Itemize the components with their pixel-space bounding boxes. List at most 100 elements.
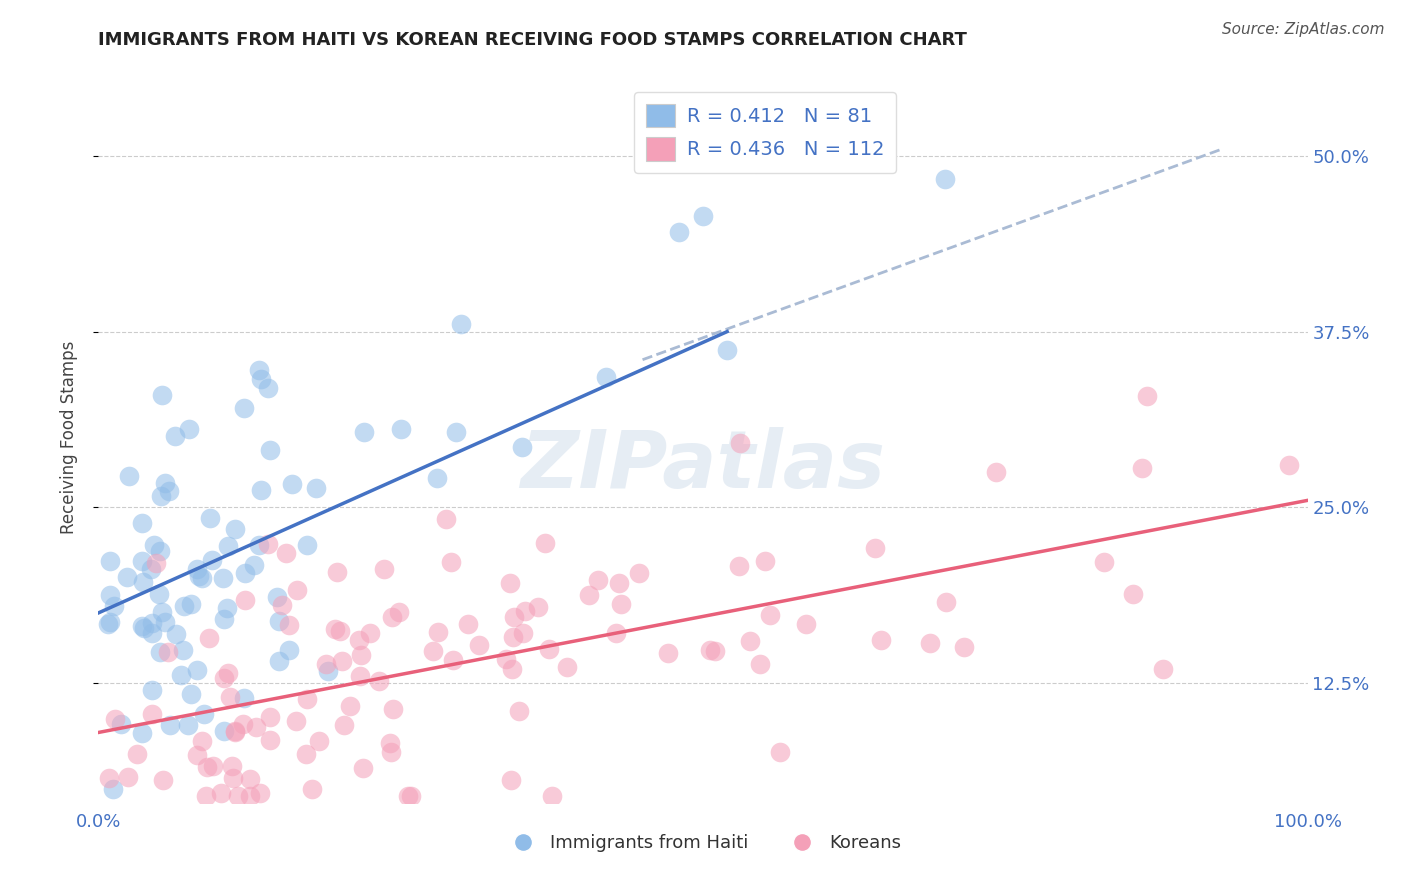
Point: [1130, 461, 1153, 475]
Point: [98, 615, 121, 630]
Point: [149, 645, 172, 659]
Point: [233, 593, 256, 607]
Point: [952, 640, 974, 655]
Point: [555, 660, 578, 674]
Point: [703, 644, 725, 658]
Point: [501, 662, 523, 676]
Point: [180, 687, 202, 701]
Point: [1092, 555, 1115, 569]
Point: [191, 734, 214, 748]
Point: [194, 789, 217, 803]
Point: [426, 471, 449, 485]
Point: [426, 625, 449, 640]
Point: [382, 702, 405, 716]
Point: [595, 369, 617, 384]
Point: [139, 562, 162, 576]
Point: [388, 605, 411, 619]
Y-axis label: Receiving Food Stamps: Receiving Food Stamps: [59, 341, 77, 533]
Point: [104, 713, 127, 727]
Point: [186, 663, 208, 677]
Point: [270, 598, 292, 612]
Point: [103, 599, 125, 613]
Point: [450, 317, 472, 331]
Point: [224, 725, 246, 739]
Point: [131, 554, 153, 568]
Point: [110, 717, 132, 731]
Point: [249, 483, 271, 497]
Point: [277, 643, 299, 657]
Point: [332, 718, 354, 732]
Point: [221, 759, 243, 773]
Point: [510, 441, 533, 455]
Point: [118, 468, 141, 483]
Point: [538, 642, 561, 657]
Point: [339, 698, 361, 713]
Point: [232, 716, 254, 731]
Point: [100, 554, 122, 568]
Point: [249, 786, 271, 800]
Point: [441, 653, 464, 667]
Point: [200, 552, 222, 566]
Point: [359, 626, 381, 640]
Point: [380, 745, 402, 759]
Point: [305, 481, 328, 495]
Point: [285, 714, 308, 728]
Point: [378, 735, 401, 749]
Point: [141, 626, 163, 640]
Point: [329, 624, 352, 639]
Point: [422, 644, 444, 658]
Point: [219, 690, 242, 705]
Point: [347, 633, 370, 648]
Point: [727, 559, 749, 574]
Point: [468, 638, 491, 652]
Point: [294, 747, 316, 761]
Point: [247, 538, 270, 552]
Point: [738, 634, 761, 648]
Point: [145, 556, 167, 570]
Point: [526, 599, 548, 614]
Point: [699, 643, 721, 657]
Point: [153, 615, 176, 630]
Point: [502, 630, 524, 644]
Point: [502, 609, 524, 624]
Text: IMMIGRANTS FROM HAITI VS KOREAN RECEIVING FOOD STAMPS CORRELATION CHART: IMMIGRANTS FROM HAITI VS KOREAN RECEIVIN…: [98, 31, 967, 49]
Point: [754, 554, 776, 568]
Point: [191, 571, 214, 585]
Point: [233, 566, 256, 581]
Point: [127, 747, 149, 761]
Point: [141, 615, 163, 630]
Point: [186, 747, 208, 762]
Point: [180, 597, 202, 611]
Point: [115, 570, 138, 584]
Point: [512, 625, 534, 640]
Point: [1278, 458, 1301, 472]
Point: [668, 225, 690, 239]
Point: [193, 706, 215, 721]
Point: [186, 561, 208, 575]
Point: [758, 607, 780, 622]
Point: [769, 745, 792, 759]
Point: [1152, 662, 1174, 676]
Point: [870, 632, 893, 647]
Point: [588, 573, 610, 587]
Point: [267, 614, 290, 628]
Point: [316, 664, 339, 678]
Point: [730, 436, 752, 450]
Point: [439, 555, 461, 569]
Point: [222, 772, 245, 786]
Point: [157, 483, 180, 498]
Point: [578, 588, 600, 602]
Point: [209, 786, 232, 800]
Point: [513, 604, 536, 618]
Point: [239, 772, 262, 786]
Point: [628, 566, 651, 580]
Point: [716, 343, 738, 357]
Point: [326, 566, 349, 580]
Point: [159, 718, 181, 732]
Point: [141, 707, 163, 722]
Point: [153, 475, 176, 490]
Point: [188, 569, 211, 583]
Point: [97, 772, 120, 786]
Point: [295, 691, 318, 706]
Point: [323, 622, 346, 636]
